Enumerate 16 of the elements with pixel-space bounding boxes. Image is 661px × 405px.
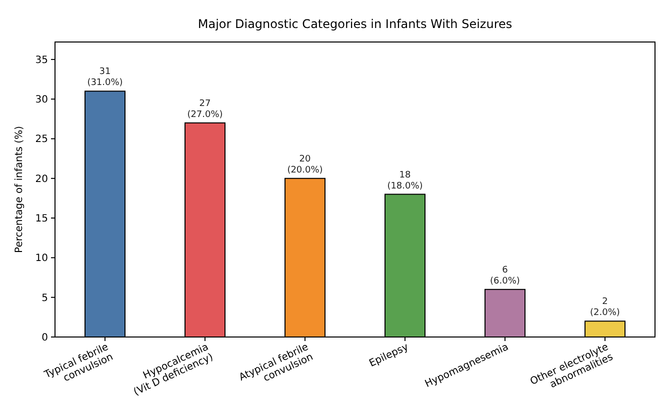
data-label: 20 (20.0%) [287,154,323,176]
y-tick-label: 10 [35,253,48,264]
y-tick-label: 15 [35,214,48,225]
y-tick-label: 20 [35,174,48,185]
data-label: 18 (18.0%) [387,170,423,192]
y-tick-label: 35 [35,54,48,66]
data-label: 6 (6.0%) [490,265,520,286]
y-tick-label: 25 [35,134,48,146]
y-axis-title: Percentage of infants (%) [14,126,25,253]
y-tick-label: 0 [42,332,48,344]
y-tick-label: 30 [35,94,48,106]
data-label: 27 (27.0%) [187,98,223,120]
chart-title: Major Diagnostic Categories in Infants With Seizures [198,17,512,31]
data-label: 2 (2.0%) [590,297,620,318]
data-label: 31 (31.0%) [87,67,123,88]
y-tick-label: 5 [42,292,48,304]
